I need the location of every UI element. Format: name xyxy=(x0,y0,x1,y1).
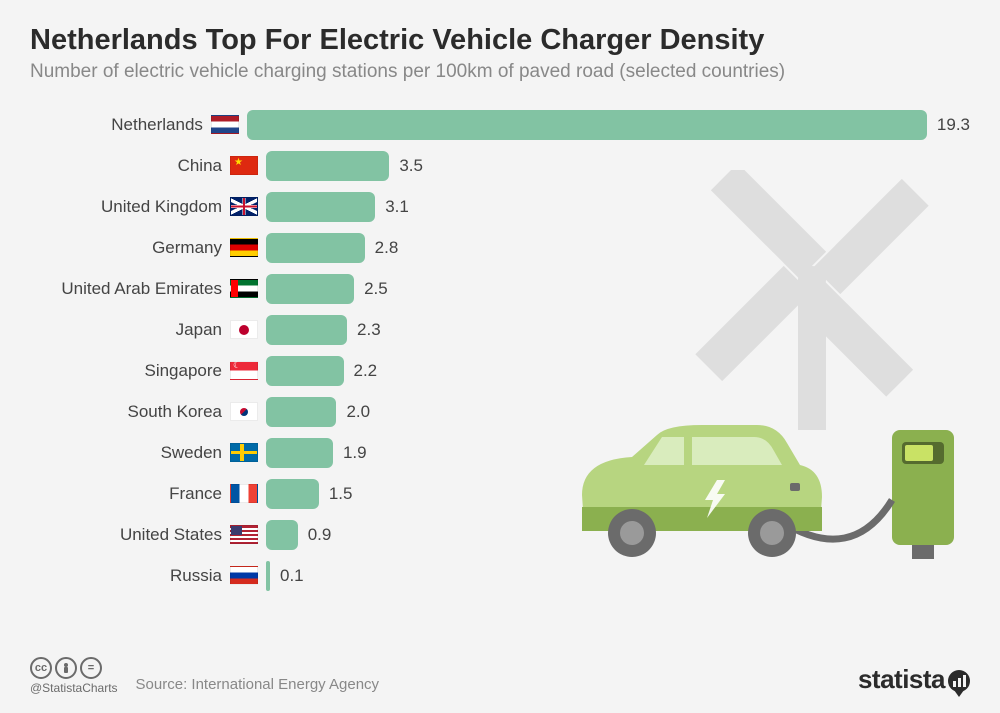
flag-icon xyxy=(230,525,258,544)
flag-icon xyxy=(230,361,258,380)
bar-row: Singapore 2.2 xyxy=(30,351,970,390)
country-label: United States xyxy=(30,525,230,545)
country-label: Germany xyxy=(30,238,230,258)
bar xyxy=(266,397,336,427)
bar-value: 1.5 xyxy=(329,484,353,504)
flag-icon xyxy=(230,238,258,257)
nd-icon: = xyxy=(80,657,102,679)
flag-icon xyxy=(230,320,258,339)
bar-row: Germany 2.8 xyxy=(30,228,970,267)
twitter-handle: @StatistaCharts xyxy=(30,681,118,695)
bar xyxy=(247,110,927,140)
country-label: China xyxy=(30,156,230,176)
bar-row: South Korea 2.0 xyxy=(30,392,970,431)
bar-row: France 1.5 xyxy=(30,474,970,513)
bar-value: 19.3 xyxy=(937,115,970,135)
bar xyxy=(266,356,344,386)
chart-subtitle: Number of electric vehicle charging stat… xyxy=(30,61,970,83)
country-label: Singapore xyxy=(30,361,230,381)
bar xyxy=(266,438,333,468)
bar-value: 2.0 xyxy=(346,402,370,422)
bar-value: 0.1 xyxy=(280,566,304,586)
bar xyxy=(266,274,354,304)
bar xyxy=(266,151,389,181)
country-label: United Arab Emirates xyxy=(30,279,230,299)
bar xyxy=(266,315,347,345)
flag-icon xyxy=(230,156,258,175)
country-label: United Kingdom xyxy=(30,197,230,217)
chart-title: Netherlands Top For Electric Vehicle Cha… xyxy=(30,24,970,57)
flag-icon xyxy=(230,566,258,585)
bar xyxy=(266,233,365,263)
country-label: Japan xyxy=(30,320,230,340)
bar-value: 2.3 xyxy=(357,320,381,340)
bar-value: 0.9 xyxy=(308,525,332,545)
cc-license: cc = @StatistaCharts xyxy=(30,657,118,695)
flag-icon xyxy=(211,115,239,134)
flag-icon xyxy=(230,279,258,298)
flag-icon xyxy=(230,197,258,216)
bar-row: Japan 2.3 xyxy=(30,310,970,349)
country-label: Russia xyxy=(30,566,230,586)
bar xyxy=(266,561,270,591)
bar-value: 2.5 xyxy=(364,279,388,299)
bar-value: 1.9 xyxy=(343,443,367,463)
country-label: South Korea xyxy=(30,402,230,422)
source-text: Source: International Energy Agency xyxy=(136,676,380,693)
flag-icon xyxy=(230,443,258,462)
bar-row: China 3.5 xyxy=(30,146,970,185)
bar-row: United Kingdom 3.1 xyxy=(30,187,970,226)
bar-value: 2.2 xyxy=(354,361,378,381)
bar-value: 3.5 xyxy=(399,156,423,176)
country-label: Netherlands xyxy=(30,115,211,135)
bar xyxy=(266,192,375,222)
bar-row: Russia 0.1 xyxy=(30,556,970,595)
bar xyxy=(266,520,298,550)
bar-row: Netherlands 19.3 xyxy=(30,105,970,144)
bar-value: 3.1 xyxy=(385,197,409,217)
flag-icon xyxy=(230,402,258,421)
country-label: France xyxy=(30,484,230,504)
bar-row: Sweden 1.9 xyxy=(30,433,970,472)
bar-chart: Netherlands 19.3 China 3.5 United Kingdom 3.1… xyxy=(30,105,970,595)
by-icon xyxy=(55,657,77,679)
bar-row: United Arab Emirates 2.5 xyxy=(30,269,970,308)
bar xyxy=(266,479,319,509)
bar-value: 2.8 xyxy=(375,238,399,258)
statista-logo: statista xyxy=(858,664,970,695)
country-label: Sweden xyxy=(30,443,230,463)
cc-icon: cc xyxy=(30,657,52,679)
bar-row: United States 0.9 xyxy=(30,515,970,554)
flag-icon xyxy=(230,484,258,503)
